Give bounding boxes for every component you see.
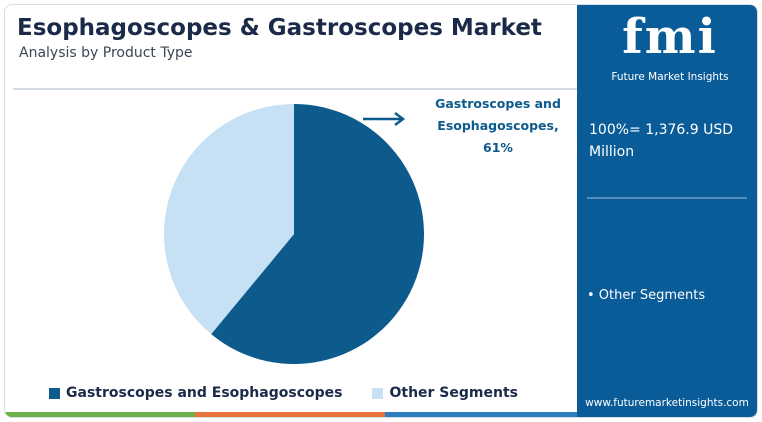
logo-caption: Future Market Insights [611,71,729,83]
stripe [5,412,195,417]
legend-swatch [372,387,384,399]
legend: Gastroscopes and Esophagoscopes Other Seg… [49,385,518,401]
chart-subtitle: Analysis by Product Type [19,45,193,61]
value-label: 61% [483,140,513,155]
pie-slice [164,104,294,335]
legend-swatch [49,387,60,399]
stripe [385,412,577,417]
stripe [195,412,385,417]
annotation-box: Gastroscopes and Esophagoscopes, 61% [423,93,573,159]
logo: fmi [622,9,718,65]
pie-slice [211,104,424,365]
legend-item: Gastroscopes and Esophagoscopes [49,385,342,401]
chart-title: Esophagoscopes & Gastroscopes Market [17,15,542,41]
legend-item: Other Segments [372,385,518,401]
legend-label: Gastroscopes and Esophagoscopes [66,385,343,401]
annotation: Gastroscopes and Esophagoscopes, [435,96,561,133]
legend-label: Other Segments [389,385,518,401]
arrow-head [394,112,406,126]
segment-note: • Other Segments [587,288,706,303]
side-panel [577,5,757,417]
total-note: 100%= 1,376.9 USD Million [589,122,734,160]
card: Esophagoscopes & Gastroscopes Market Ana… [4,4,758,418]
chart [5,5,757,417]
website: www.futuremarketinsights.com [585,397,749,409]
